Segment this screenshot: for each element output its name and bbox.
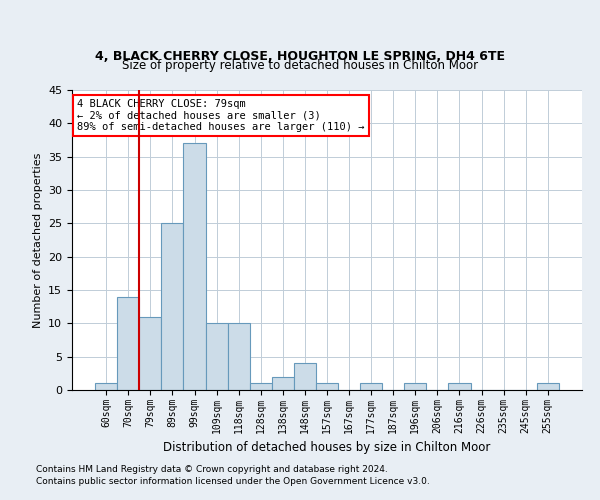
Text: Contains HM Land Registry data © Crown copyright and database right 2024.: Contains HM Land Registry data © Crown c… [36,466,388,474]
Bar [117,296,139,390]
Y-axis label: Number of detached properties: Number of detached properties [32,152,43,328]
Text: Contains public sector information licensed under the Open Government Licence v3: Contains public sector information licen… [36,476,430,486]
Text: 4 BLACK CHERRY CLOSE: 79sqm
← 2% of detached houses are smaller (3)
89% of semi-: 4 BLACK CHERRY CLOSE: 79sqm ← 2% of deta… [77,99,365,132]
Bar [227,324,250,390]
Bar [139,316,161,390]
Bar [360,384,382,390]
Bar [537,384,559,390]
Bar [316,384,338,390]
X-axis label: Distribution of detached houses by size in Chilton Moor: Distribution of detached houses by size … [163,441,491,454]
Bar [448,384,470,390]
Text: Size of property relative to detached houses in Chilton Moor: Size of property relative to detached ho… [122,60,478,72]
Bar [294,364,316,390]
Bar [206,324,227,390]
Bar [161,224,184,390]
Bar [404,384,427,390]
Bar [95,384,117,390]
Text: 4, BLACK CHERRY CLOSE, HOUGHTON LE SPRING, DH4 6TE: 4, BLACK CHERRY CLOSE, HOUGHTON LE SPRIN… [95,50,505,62]
Bar [272,376,294,390]
Bar [250,384,272,390]
Bar [184,144,206,390]
